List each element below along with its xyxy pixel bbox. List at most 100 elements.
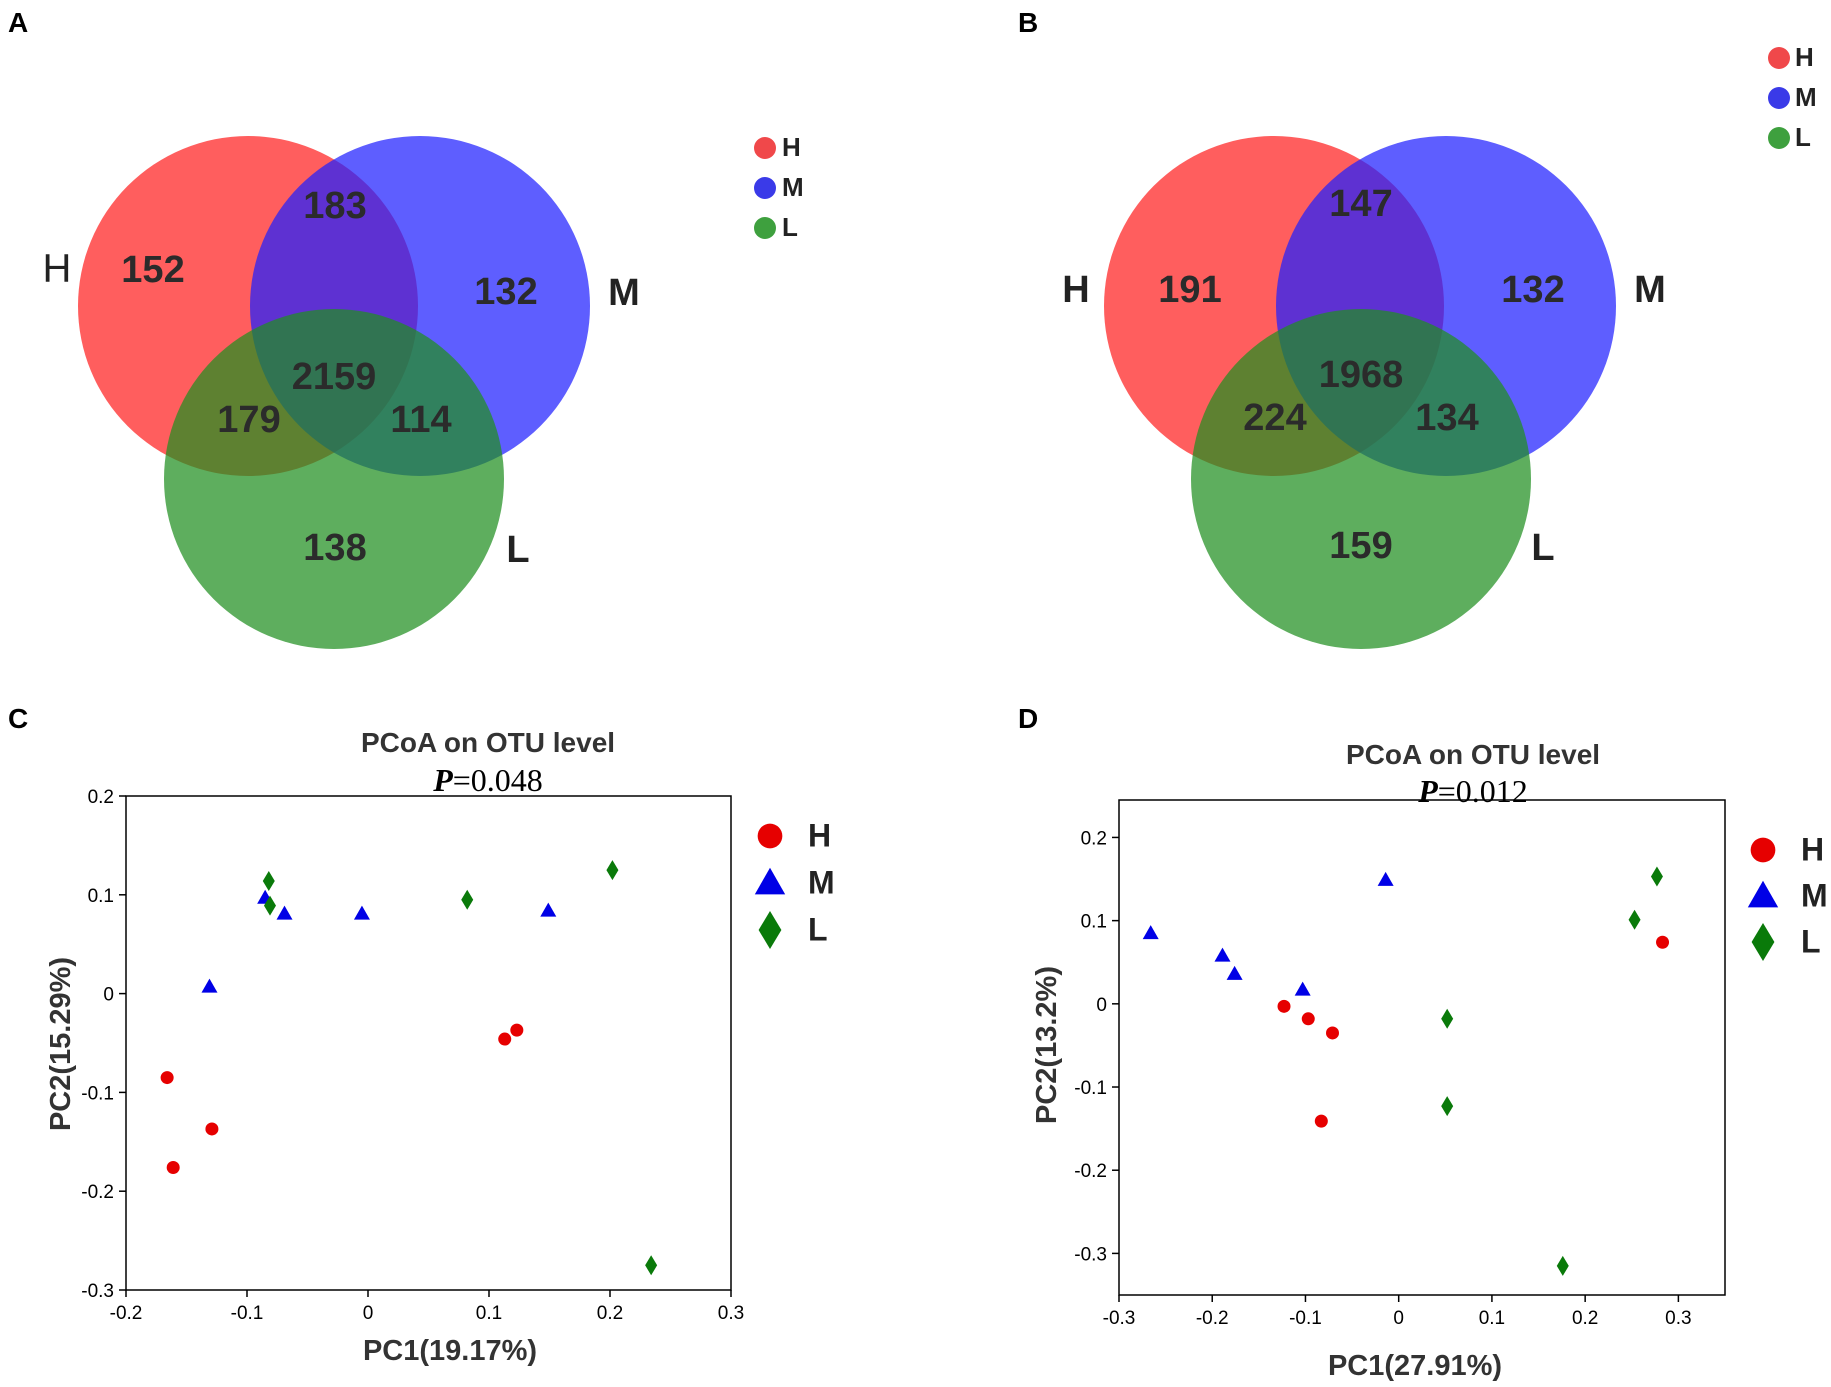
chart-d-title: PCoA on OTU level bbox=[1346, 739, 1600, 770]
legend-label-h: H bbox=[808, 817, 831, 853]
point-h bbox=[160, 1071, 174, 1085]
venn-a-label-h: H bbox=[43, 247, 72, 291]
legend-marker-m bbox=[754, 867, 786, 895]
chart-d-xlabel: PC1(27.91%) bbox=[1328, 1350, 1502, 1382]
point-m bbox=[276, 905, 293, 920]
panel-letter-d: D bbox=[1018, 703, 1038, 734]
point-l bbox=[263, 895, 276, 916]
chart-c-subtitle-p: P bbox=[432, 762, 453, 798]
y-tick-label: 0.2 bbox=[1081, 828, 1107, 849]
panel-letter-b: B bbox=[1018, 7, 1038, 38]
x-tick-label: -0.1 bbox=[1289, 1308, 1322, 1329]
point-h bbox=[510, 1023, 524, 1037]
chart-d-subtitle-value: =0.012 bbox=[1438, 773, 1528, 809]
y-tick-label: -0.2 bbox=[81, 1182, 114, 1203]
y-tick-label: 0 bbox=[103, 985, 114, 1006]
point-m bbox=[1142, 925, 1159, 940]
x-tick-label: 0.1 bbox=[476, 1303, 502, 1324]
chart-c-subtitle-value: =0.048 bbox=[453, 762, 543, 798]
x-tick-label: -0.3 bbox=[1103, 1308, 1136, 1329]
x-tick-label: -0.1 bbox=[231, 1303, 264, 1324]
legend-dot-h bbox=[1768, 47, 1790, 69]
legend-label-l: L bbox=[1795, 122, 1811, 152]
chart-c-title: PCoA on OTU level bbox=[361, 727, 615, 758]
legend-label-m: M bbox=[782, 172, 804, 202]
panel-letter-c: C bbox=[8, 703, 28, 734]
point-l bbox=[1556, 1255, 1569, 1276]
point-m bbox=[201, 978, 218, 993]
point-l bbox=[606, 860, 619, 881]
y-tick-label: 0.2 bbox=[88, 787, 114, 808]
y-tick-label: -0.1 bbox=[1074, 1078, 1107, 1099]
legend-label-m: M bbox=[1801, 877, 1828, 913]
venn-a-label-l: L bbox=[506, 529, 529, 571]
panel-c-scatter: C PCoA on OTU level P=0.048 -0.2 -0.1 0 0.1… bbox=[8, 703, 835, 1367]
point-l bbox=[1441, 1096, 1454, 1117]
venn-b-label-l: L bbox=[1531, 527, 1554, 569]
venn-a-region-ml: 114 bbox=[390, 399, 451, 441]
panel-d-scatter: D PCoA on OTU level P=0.012 -0.3 -0.2 -0.1… bbox=[1018, 703, 1828, 1382]
x-tick-label: 0.3 bbox=[1665, 1308, 1691, 1329]
legend-label-h: H bbox=[1795, 42, 1814, 72]
point-h bbox=[166, 1160, 180, 1174]
point-l bbox=[262, 870, 275, 891]
chart-c-ticks: -0.2 -0.1 0 0.1 0.2 0.3-0.3-0.2-0.100.10.2 bbox=[81, 787, 744, 1324]
chart-d-legend: HML bbox=[1747, 831, 1828, 961]
y-tick-label: -0.3 bbox=[1074, 1244, 1107, 1265]
point-l bbox=[461, 889, 474, 910]
y-tick-label: -0.3 bbox=[81, 1281, 114, 1302]
x-tick-label: 0.2 bbox=[1572, 1308, 1598, 1329]
legend-label-h: H bbox=[782, 132, 801, 162]
point-m bbox=[1377, 871, 1394, 886]
legend-marker-h bbox=[1750, 837, 1776, 863]
chart-d-ticks: -0.3 -0.2 -0.1 0 0.1 0.2 0.3 -0.3 -0.2 -0.1 0 0.1 0.… bbox=[1074, 828, 1691, 1329]
y-tick-label: 0.1 bbox=[1081, 912, 1107, 933]
venn-a-region-hml: 2159 bbox=[292, 356, 377, 398]
y-tick-label: -0.2 bbox=[1074, 1161, 1107, 1182]
x-tick-label: -0.2 bbox=[1196, 1308, 1229, 1329]
point-m bbox=[540, 902, 557, 917]
venn-a-circle-l bbox=[164, 309, 504, 649]
x-tick-label: 0.1 bbox=[1479, 1308, 1505, 1329]
y-tick-label: 0 bbox=[1096, 995, 1107, 1016]
venn-a-region-hl: 179 bbox=[217, 399, 280, 441]
point-h bbox=[1301, 1012, 1315, 1026]
venn-b-region-hl: 224 bbox=[1243, 397, 1306, 439]
venn-a-label-m: M bbox=[608, 272, 640, 314]
venn-a-legend: H M L bbox=[754, 132, 804, 242]
venn-b-legend: H M L bbox=[1768, 42, 1817, 152]
chart-d-points bbox=[1142, 866, 1670, 1276]
chart-d-subtitle-p: P bbox=[1417, 773, 1438, 809]
legend-label-h: H bbox=[1801, 831, 1824, 867]
venn-b-region-m-only: 132 bbox=[1501, 269, 1564, 311]
venn-a-region-h-only: 152 bbox=[121, 249, 184, 291]
chart-c-legend: HML bbox=[754, 817, 835, 949]
point-h bbox=[1656, 935, 1670, 949]
chart-c-plot-area bbox=[125, 795, 732, 1291]
legend-marker-m bbox=[1747, 880, 1779, 908]
legend-marker-l bbox=[1751, 923, 1775, 961]
venn-b-region-h-only: 191 bbox=[1158, 269, 1221, 311]
x-tick-label: 0 bbox=[363, 1303, 374, 1324]
venn-b-label-m: M bbox=[1634, 269, 1666, 311]
point-m bbox=[1294, 981, 1311, 996]
chart-d-plot-area bbox=[1118, 799, 1726, 1296]
point-m bbox=[1226, 965, 1243, 980]
legend-dot-m bbox=[1768, 87, 1790, 109]
venn-a-region-l-only: 138 bbox=[303, 527, 366, 569]
legend-dot-l bbox=[1768, 127, 1790, 149]
point-l bbox=[1650, 866, 1663, 887]
venn-b-region-ml: 134 bbox=[1415, 397, 1478, 439]
legend-label-l: L bbox=[808, 911, 828, 947]
point-m bbox=[353, 905, 370, 920]
point-h bbox=[1277, 999, 1291, 1013]
point-h bbox=[205, 1122, 219, 1136]
venn-b-region-hm: 147 bbox=[1329, 183, 1392, 225]
venn-b-region-hml: 1968 bbox=[1319, 354, 1404, 396]
point-l bbox=[1441, 1008, 1454, 1029]
y-tick-label: 0.1 bbox=[88, 886, 114, 907]
venn-b-label-h: H bbox=[1062, 269, 1089, 311]
legend-dot-m bbox=[754, 177, 776, 199]
chart-c-points bbox=[160, 860, 658, 1276]
